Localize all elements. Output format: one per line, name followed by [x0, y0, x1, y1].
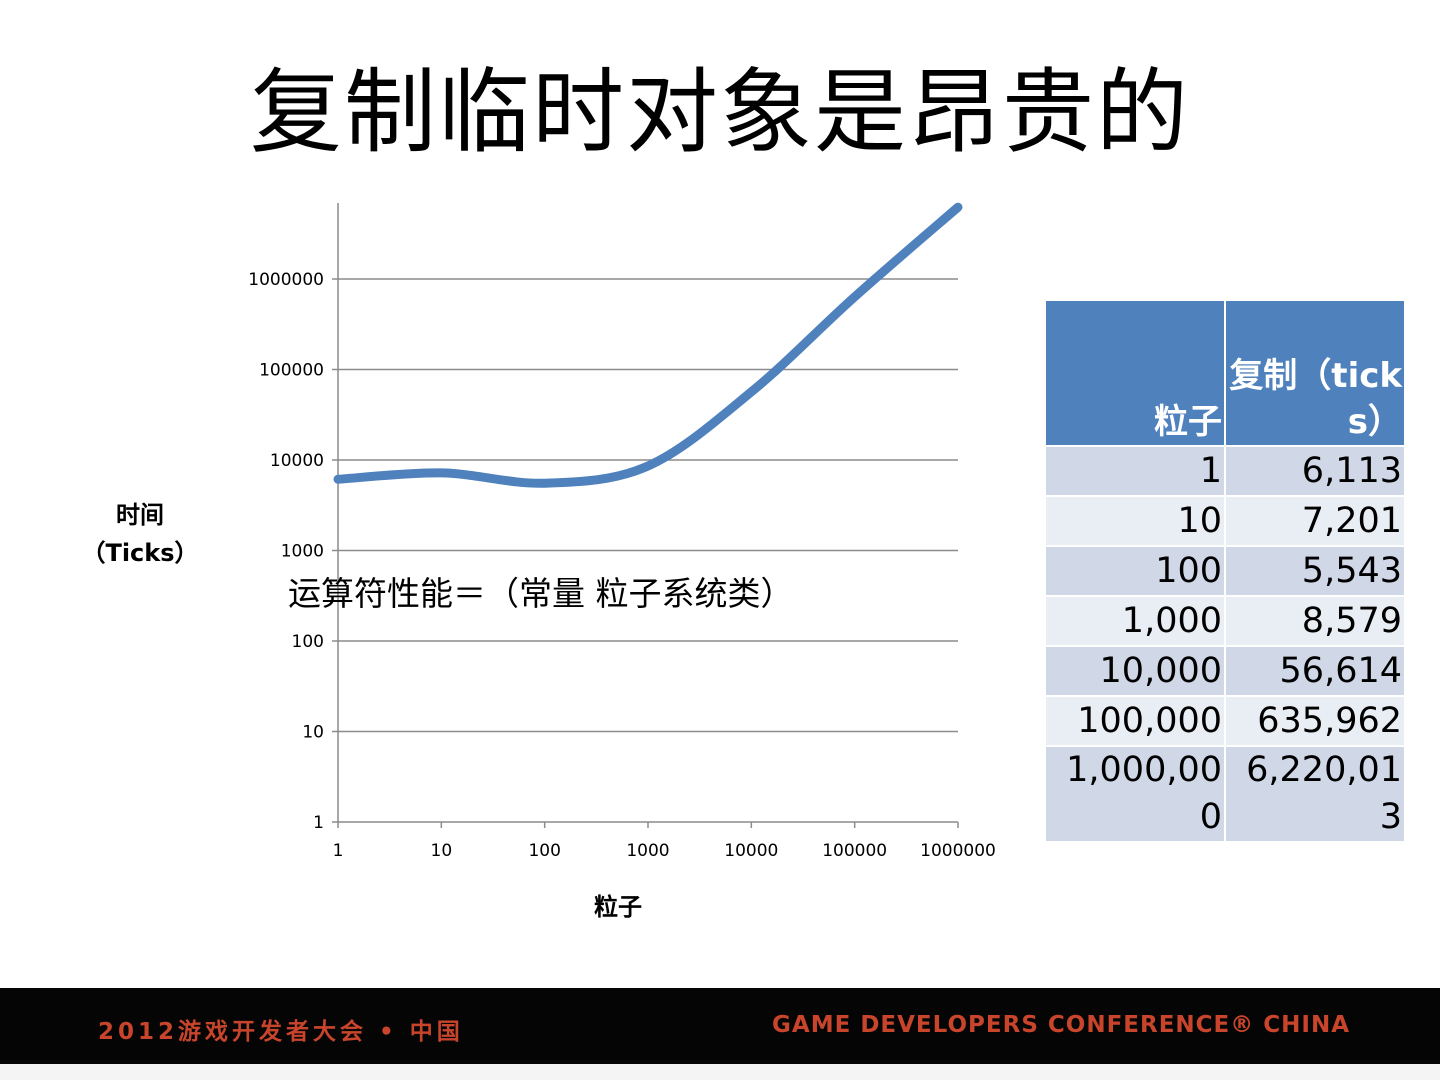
table-cell-particles: 1,000,000 — [1044, 745, 1226, 843]
table-cell-ticks: 7,201 — [1224, 495, 1406, 547]
table-cell-ticks: 8,579 — [1224, 595, 1406, 647]
table-cell-ticks: 6,113 — [1224, 445, 1406, 497]
table-row: 100,000 635,962 — [1044, 695, 1406, 747]
x-tick-label: 10000 — [724, 841, 778, 861]
data-table: 粒子 复制（ticks） 1 6,113 10 7,201 100 5,543 … — [1044, 299, 1406, 843]
slide-title: 复制临时对象是昂贵的 — [249, 59, 1190, 166]
y-tick-label: 100 — [292, 632, 324, 652]
series-line — [333, 202, 963, 488]
series-point — [853, 295, 856, 298]
table-cell-particles: 1 — [1044, 445, 1226, 497]
chart-axes — [332, 203, 959, 828]
table-cell-particles: 10,000 — [1044, 645, 1226, 697]
series-point — [337, 478, 339, 481]
footer-strip — [0, 1064, 1440, 1080]
table-row: 1,000,000 6,220,013 — [1044, 745, 1406, 843]
line-chart: 1 10 100 1000 10000 100000 1000000 1 10 100 1000 10… — [81, 202, 996, 921]
series-point — [957, 206, 959, 209]
chart-labels: 1 10 100 1000 10000 100000 1000000 1 10 100 1000 10… — [81, 270, 995, 921]
footer-bar: 2012游戏开发者大会 • 中国 GAME DEVELOPERS CONFERE… — [0, 988, 1440, 1064]
table-header-row: 粒子 复制（ticks） — [1044, 299, 1406, 447]
x-tick-label: 1 — [333, 841, 344, 861]
table-row: 10,000 56,614 — [1044, 645, 1406, 697]
series-point — [750, 390, 753, 393]
table-cell-particles: 100,000 — [1044, 695, 1226, 747]
series-point — [543, 482, 546, 485]
table-row: 10 7,201 — [1044, 495, 1406, 547]
chart-gridlines — [338, 278, 958, 733]
y-tick-label: 1 — [313, 813, 324, 833]
series-point — [440, 471, 443, 474]
chart-annotation: 运算符性能＝（常量 粒子系统类） — [288, 574, 794, 613]
footer-conference-text: GAME DEVELOPERS CONFERENCE® CHINA — [772, 1012, 1350, 1038]
y-tick-label: 10 — [302, 723, 324, 743]
x-tick-label: 1000000 — [920, 841, 996, 861]
table-cell-ticks: 5,543 — [1224, 545, 1406, 597]
x-axis-title: 粒子 — [594, 893, 642, 921]
footer-event-text: 2012游戏开发者大会 • 中国 — [98, 1019, 464, 1045]
table-cell-ticks: 635,962 — [1224, 695, 1406, 747]
y-tick-label: 1000000 — [248, 270, 324, 290]
x-tick-label: 100 — [528, 841, 560, 861]
table-cell-particles: 10 — [1044, 495, 1226, 547]
y-tick-label: 1000 — [281, 542, 324, 562]
x-tick-label: 1000 — [626, 841, 669, 861]
y-axis-title-line1: 时间 — [116, 501, 164, 529]
x-tick-label: 100000 — [822, 841, 887, 861]
y-axis-title-line2: （Ticks） — [81, 539, 198, 567]
table-row: 1,000 8,579 — [1044, 595, 1406, 647]
table-cell-ticks: 6,220,013 — [1224, 745, 1406, 843]
table-cell-particles: 100 — [1044, 545, 1226, 597]
table-header-particles: 粒子 — [1044, 299, 1226, 447]
table-header-copy-ticks: 复制（ticks） — [1224, 299, 1406, 447]
table-cell-particles: 1,000 — [1044, 595, 1226, 647]
x-tick-label: 10 — [431, 841, 453, 861]
table-row: 1 6,113 — [1044, 445, 1406, 497]
chart-series — [333, 202, 963, 488]
y-tick-label: 100000 — [259, 361, 324, 381]
table-cell-ticks: 56,614 — [1224, 645, 1406, 697]
table-row: 100 5,543 — [1044, 545, 1406, 597]
y-tick-label: 10000 — [270, 451, 324, 471]
series-point — [647, 465, 649, 468]
